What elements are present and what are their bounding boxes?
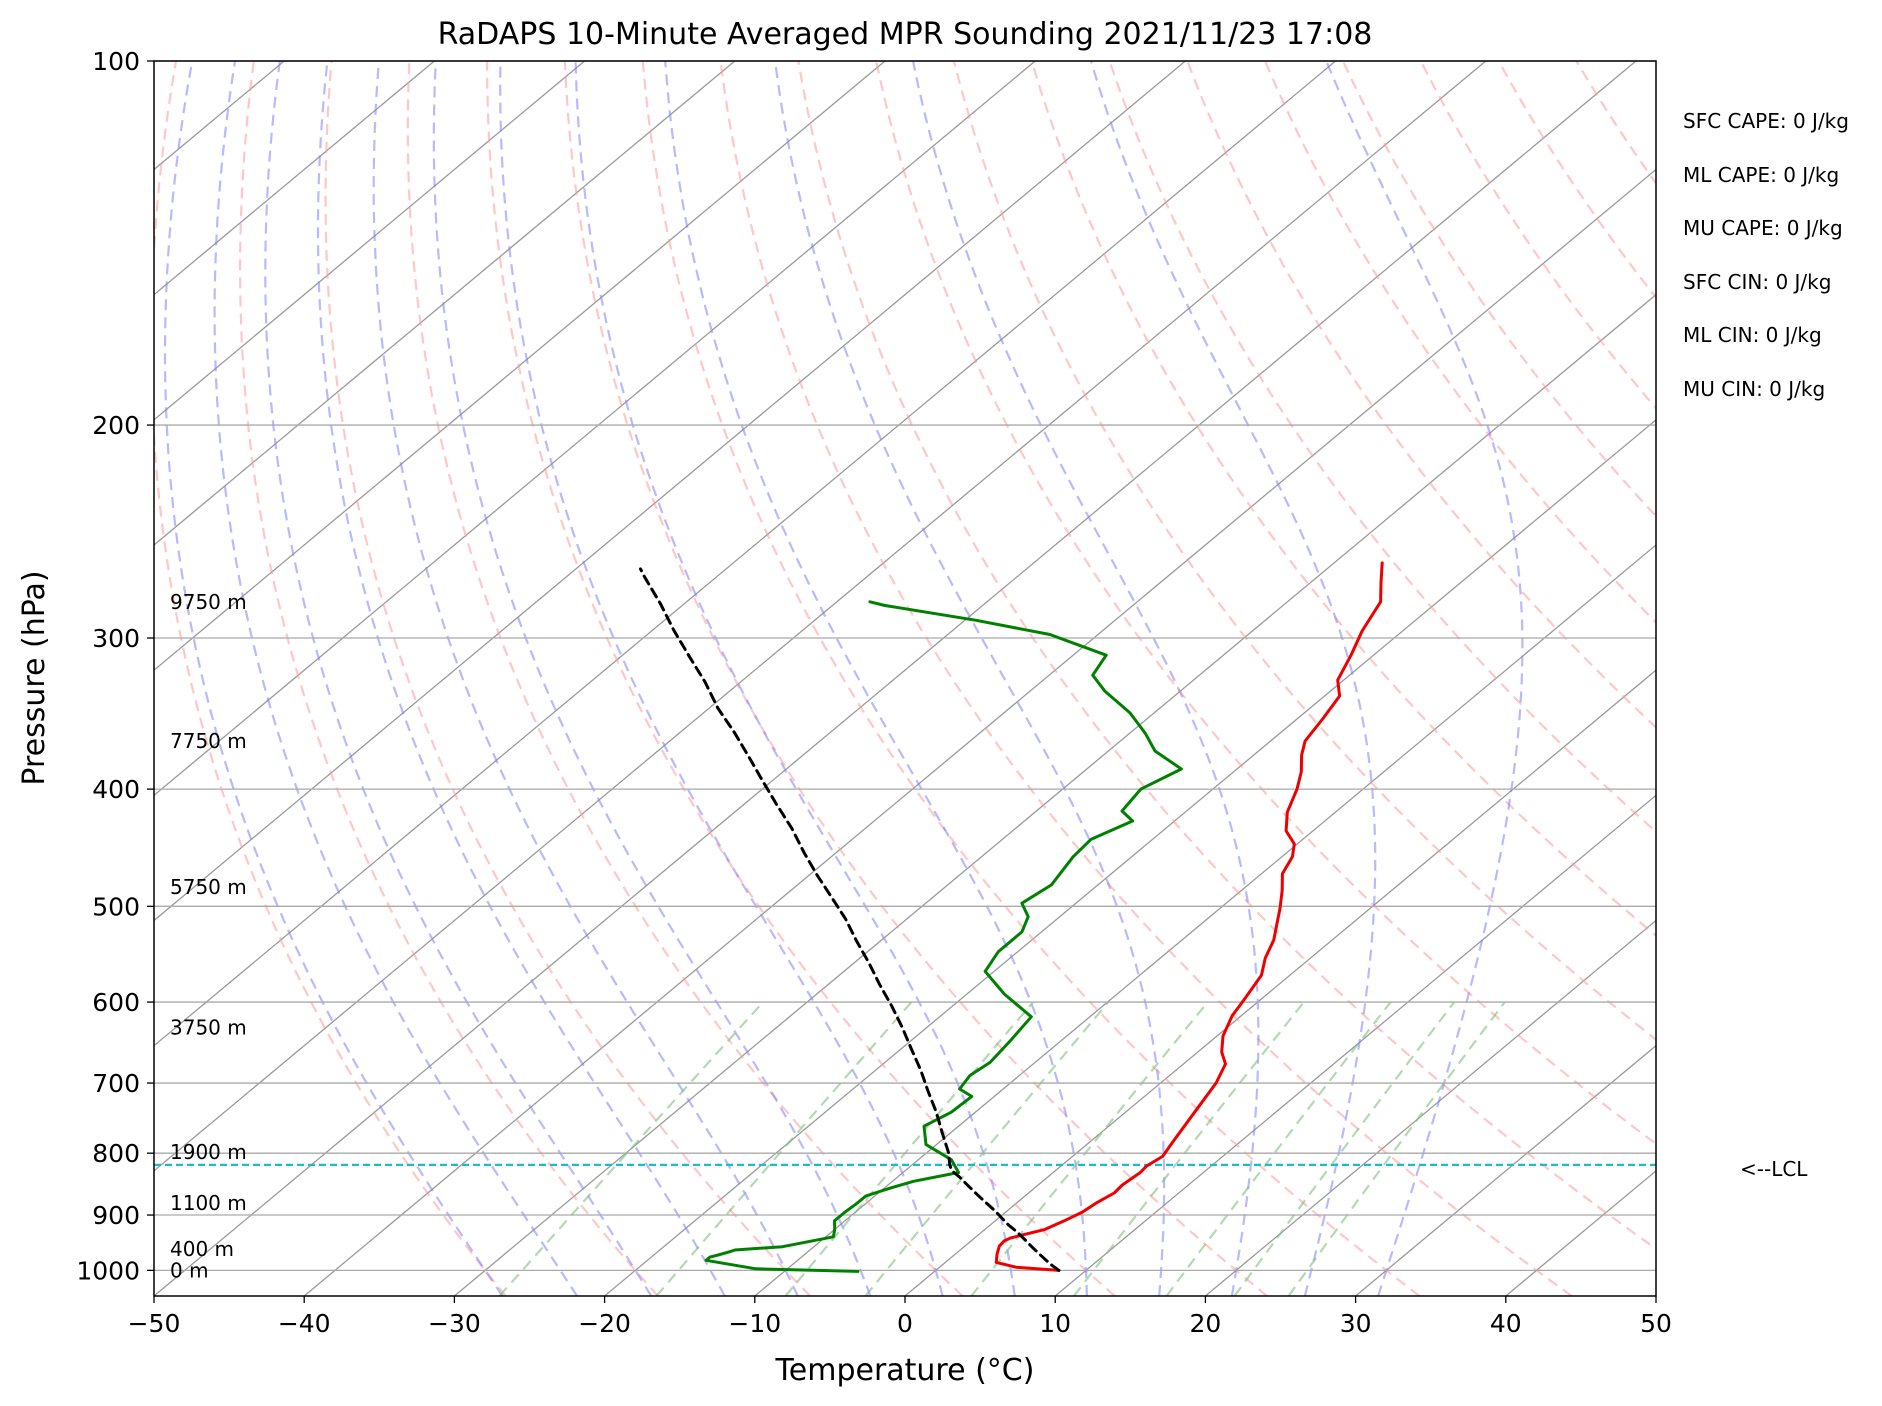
y-tick-label: 200 [92,411,140,440]
mixing-ratio-line [1233,1001,1456,1296]
y-tick-label: 1000 [76,1256,140,1285]
dry-adiabat-line [641,61,1421,1296]
sounding-series [154,561,1656,1273]
dry-adiabat-line [875,61,1656,1146]
height-label: 9750 m [170,590,247,614]
isotherm-line [1204,919,1656,1296]
mixing-ratio-line [864,1001,1110,1296]
mu-cin-text: MU CIN: 0 J/kg [1683,377,1825,401]
dry-adiabat-line [1264,61,1656,624]
moist-adiabat-line [316,61,726,1296]
moist-adiabat-line [911,61,1260,1296]
mixing-ratio-line [784,1001,1034,1296]
dry-adiabat-line [486,61,1116,1296]
dewpoint-profile-line [704,600,1183,1273]
isotherm-line [154,61,1487,1172]
isotherm-line [154,61,1186,922]
dry-adiabat-line [1186,61,1656,729]
moist-adiabat-line [574,61,1016,1296]
x-tick-label: −40 [278,1309,331,1338]
x-tick-label: 30 [1340,1309,1372,1338]
y-tick-label: 900 [92,1201,140,1230]
x-tick-label: 10 [1039,1309,1071,1338]
ml-cin-text: ML CIN: 0 J/kg [1683,323,1822,347]
x-tick-label: −50 [128,1309,181,1338]
dry-adiabat-line [406,61,964,1296]
dry-adiabat-line [154,61,507,1296]
x-tick-label: −20 [578,1309,631,1338]
moist-adiabat-line [372,61,799,1296]
moist-adiabat-line [664,61,1088,1296]
isotherm-line [154,61,1637,1296]
height-label: 1100 m [170,1191,247,1215]
temperature-profile-line [994,561,1384,1272]
y-tick-label: 400 [92,775,140,804]
moist-adiabat-line [163,61,504,1296]
height-label: 3750 m [170,1016,247,1040]
isotherm-line [154,61,586,421]
moist-adiabat-line [213,61,579,1296]
isotherm-line [1355,1044,1656,1296]
y-tick-label: 500 [92,892,140,921]
chart-title: RaDAPS 10-Minute Averaged MPR Sounding 2… [438,17,1373,52]
isotherm-line [303,168,1656,1296]
dry-adiabat-line [952,61,1656,1042]
height-label: 5750 m [170,875,247,899]
x-tick-label: 40 [1490,1309,1522,1338]
sfc-cape-text: SFC CAPE: 0 J/kg [1683,109,1849,133]
mixing-ratio-line [655,1001,913,1296]
x-axis-label: Temperature (°C) [775,1353,1035,1388]
isotherm-line [154,61,1036,797]
moist-adiabat-line [432,61,872,1296]
isotherm-line [154,61,886,672]
indices-panel: SFC CAPE: 0 J/kg ML CAPE: 0 J/kg MU CAPE… [1683,109,1849,401]
ml-cape-text: ML CAPE: 0 J/kg [1683,163,1839,187]
x-tick-label: 0 [897,1309,913,1338]
dry-adiabat-line [563,61,1268,1296]
x-tick-label: −10 [728,1309,781,1338]
isotherm-line [604,418,1656,1296]
height-label: 0 m [170,1258,209,1282]
sfc-cin-text: SFC CIN: 0 J/kg [1683,270,1831,294]
y-tick-label: 700 [92,1069,140,1098]
dry-adiabat-line [239,61,659,1296]
isotherm-line [154,61,736,546]
y-tick-label: 800 [92,1139,140,1168]
isotherm-line [453,293,1656,1296]
x-tick-label: −30 [428,1309,481,1338]
mixing-ratio-line [970,1001,1209,1296]
lcl-label: <--LCL [1740,1157,1808,1181]
y-axis-label: Pressure (hPa) [17,570,52,785]
isotherm-line [904,669,1656,1296]
isotherm-line [154,61,1337,1047]
y-tick-label: 300 [92,624,140,653]
pressure-gridlines [154,60,1656,1272]
mu-cape-text: MU CAPE: 0 J/kg [1683,216,1843,240]
dry-adiabat-line [797,61,1656,1251]
isotherm-line [154,61,435,296]
parcel-profile-line [639,567,1061,1272]
height-label: 7750 m [170,729,247,753]
height-label: 1900 m [170,1140,247,1164]
moist-adiabat-line [1325,61,1524,1296]
isotherm-line [1054,794,1656,1296]
mixing-ratio-line [498,1001,764,1296]
height-label: 400 m [170,1237,234,1261]
moist-adiabat-line [499,61,944,1296]
mixing-ratio-line [1073,1001,1305,1296]
x-tick-label: 50 [1640,1309,1672,1338]
mixing-ratio-line [1165,1001,1392,1296]
y-tick-label: 600 [92,988,140,1017]
x-tick-label: 20 [1189,1309,1221,1338]
background-lines [154,61,1656,1296]
dry-adiabat-line [719,61,1573,1296]
y-tick-label: 100 [92,47,140,76]
